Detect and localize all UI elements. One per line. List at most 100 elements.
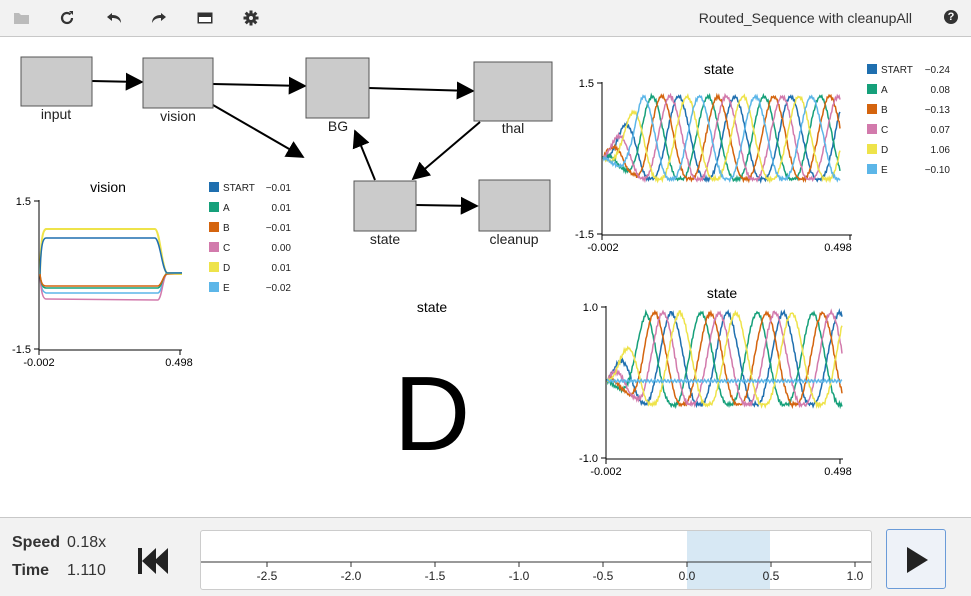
legend-value: 0.08 — [931, 85, 951, 96]
help-icon[interactable]: ? — [944, 10, 958, 24]
legend-label: B — [223, 223, 230, 234]
timeline-slider[interactable]: -2.5 -2.0 -1.5 -1.0 -0.5 0.0 0.5 1.0 — [200, 530, 872, 590]
legend-label: START — [881, 65, 913, 76]
node-label-bg: BG — [328, 118, 348, 134]
trace-c — [602, 92, 841, 184]
play-icon — [907, 547, 928, 573]
legend-value: −0.02 — [266, 283, 292, 294]
legend-swatch-d — [209, 262, 219, 272]
state-text-display[interactable]: state D — [394, 299, 471, 473]
legend-label: A — [881, 85, 888, 96]
state-plot-top-legend: START −0.24 A 0.08 B −0.13 C 0.07 D 1.06 E −0.10 — [867, 64, 950, 176]
y-min-label: -1.5 — [575, 229, 594, 241]
timeline-tick-label: 0.0 — [679, 569, 696, 583]
legend-value: −0.10 — [925, 165, 951, 176]
legend-swatch-start — [867, 64, 877, 74]
timeline-window[interactable] — [687, 531, 770, 589]
trace-b — [602, 92, 841, 184]
folder-icon[interactable] — [12, 8, 32, 28]
legend-value: −0.01 — [266, 223, 292, 234]
node-thal[interactable] — [473, 61, 553, 122]
network-canvas: input vision BG thal state cleanup visio… — [12, 56, 950, 478]
rewind-button[interactable] — [137, 546, 171, 581]
state-plot-bottom-traces — [606, 307, 843, 410]
y-max-label: 1.5 — [16, 196, 31, 208]
rewind-icon — [138, 548, 168, 574]
minimap-icon[interactable] — [195, 8, 215, 28]
plot-title: vision — [90, 179, 126, 195]
legend-value: 0.00 — [272, 243, 292, 254]
undo-icon[interactable] — [104, 8, 124, 28]
legend-label: E — [223, 283, 230, 294]
trace-e — [602, 93, 841, 183]
connection-thal-state — [411, 121, 481, 181]
legend-label: A — [223, 203, 230, 214]
legend-swatch-b — [209, 222, 219, 232]
y-max-label: 1.0 — [583, 302, 598, 314]
state-plot-top[interactable]: state 1.5 -1.5 -0.002 0.498 START −0.24 A 0… — [575, 61, 950, 254]
x-max-label: 0.498 — [824, 466, 852, 478]
legend-value: 1.06 — [931, 145, 951, 156]
timeline-tick-label: 1.0 — [847, 569, 864, 583]
state-plot-bottom[interactable]: state 1.0 -1.0 -0.002 0.498 — [579, 285, 852, 478]
legend-swatch-a — [867, 84, 877, 94]
trace-e — [606, 378, 843, 384]
x-min-label: -0.002 — [590, 466, 621, 478]
timeline-tick-label: -1.5 — [425, 569, 446, 583]
node-label-input: input — [41, 106, 71, 122]
y-min-label: -1.0 — [579, 453, 598, 465]
legend-swatch-a — [209, 202, 219, 212]
legend-label: C — [223, 243, 230, 254]
trace-a — [602, 92, 841, 183]
node-input[interactable] — [20, 56, 93, 107]
x-max-label: 0.498 — [824, 242, 852, 254]
legend-label: C — [881, 125, 888, 136]
timeline-tick-label: 0.5 — [763, 569, 780, 583]
vision-plot[interactable]: vision 1.5 -1.5 -0.002 0.498 START −0.01 A… — [12, 179, 291, 369]
legend-swatch-b — [867, 104, 877, 114]
connection-vision-bg — [212, 76, 307, 95]
legend-value: 0.01 — [272, 263, 292, 274]
legend-label: E — [881, 165, 888, 176]
legend-label: START — [223, 183, 255, 194]
node-cleanup[interactable] — [478, 179, 551, 232]
node-vision[interactable] — [142, 57, 214, 109]
legend-swatch-start — [209, 182, 219, 192]
connection-state-cleanup — [415, 196, 479, 215]
connections — [91, 72, 481, 215]
legend-value: −0.01 — [266, 183, 292, 194]
node-state[interactable] — [353, 180, 417, 232]
node-label-vision: vision — [160, 108, 196, 124]
timeline-tick-label: -2.0 — [341, 569, 362, 583]
legend-value: −0.24 — [925, 65, 951, 76]
gear-icon[interactable] — [241, 8, 261, 28]
timeline-tick-label: -0.5 — [593, 569, 614, 583]
connection-state-bg — [352, 129, 376, 181]
trace-b — [606, 309, 843, 410]
legend-value: 0.01 — [272, 203, 292, 214]
timeline-tick-label: -2.5 — [257, 569, 278, 583]
legend-swatch-e — [867, 164, 877, 174]
x-max-label: 0.498 — [165, 357, 193, 369]
node-bg[interactable] — [305, 57, 370, 119]
model-title: Routed_Sequence with cleanupAll — [698, 10, 912, 26]
sim-control-bar: Speed 0.18x Time 1.110 -2.5 -2.0 -1.5 -1.0-… — [0, 517, 971, 596]
state-text-value: D — [394, 355, 471, 473]
connection-bg-thal — [368, 81, 475, 100]
refresh-icon[interactable] — [57, 8, 77, 28]
trace-start — [39, 237, 182, 275]
y-max-label: 1.5 — [579, 78, 594, 90]
trace-d — [606, 309, 843, 409]
timeline-tick-label: -1.0 — [509, 569, 530, 583]
node-label-state: state — [370, 231, 401, 247]
connection-input-vision — [91, 72, 144, 91]
legend-label: D — [881, 145, 888, 156]
play-button[interactable] — [886, 529, 946, 589]
legend-swatch-e — [209, 282, 219, 292]
legend-swatch-d — [867, 144, 877, 154]
legend-value: 0.07 — [931, 125, 951, 136]
speed-value: 0.18x — [67, 534, 107, 551]
legend-label: B — [881, 105, 888, 116]
redo-icon[interactable] — [149, 8, 169, 28]
time-value: 1.110 — [67, 562, 106, 579]
